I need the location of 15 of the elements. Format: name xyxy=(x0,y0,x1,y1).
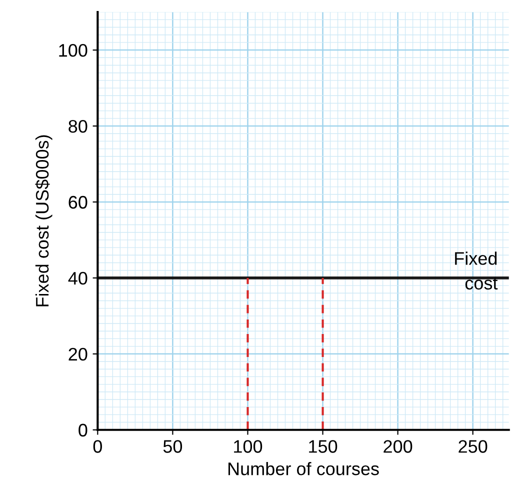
y-tick-label: 80 xyxy=(68,120,88,133)
y-tick-label: 20 xyxy=(68,348,88,361)
x-tick-label: 0 xyxy=(93,440,102,453)
x-axis-title: Number of courses xyxy=(228,462,379,476)
y-tick-label: 100 xyxy=(59,44,88,57)
y-tick-label: 0 xyxy=(78,424,88,437)
x-tick-label: 100 xyxy=(234,440,262,453)
y-axis-title: Fixed cost (US$000s) xyxy=(35,135,52,306)
series-label: Fixed cost xyxy=(455,252,498,290)
x-tick-label: 50 xyxy=(163,440,182,453)
y-tick-label: 40 xyxy=(68,272,88,285)
x-tick-label: 250 xyxy=(458,440,488,453)
x-tick-label: 150 xyxy=(309,440,338,453)
x-tick-label: 200 xyxy=(384,440,412,453)
y-tick-label: 60 xyxy=(68,196,88,209)
